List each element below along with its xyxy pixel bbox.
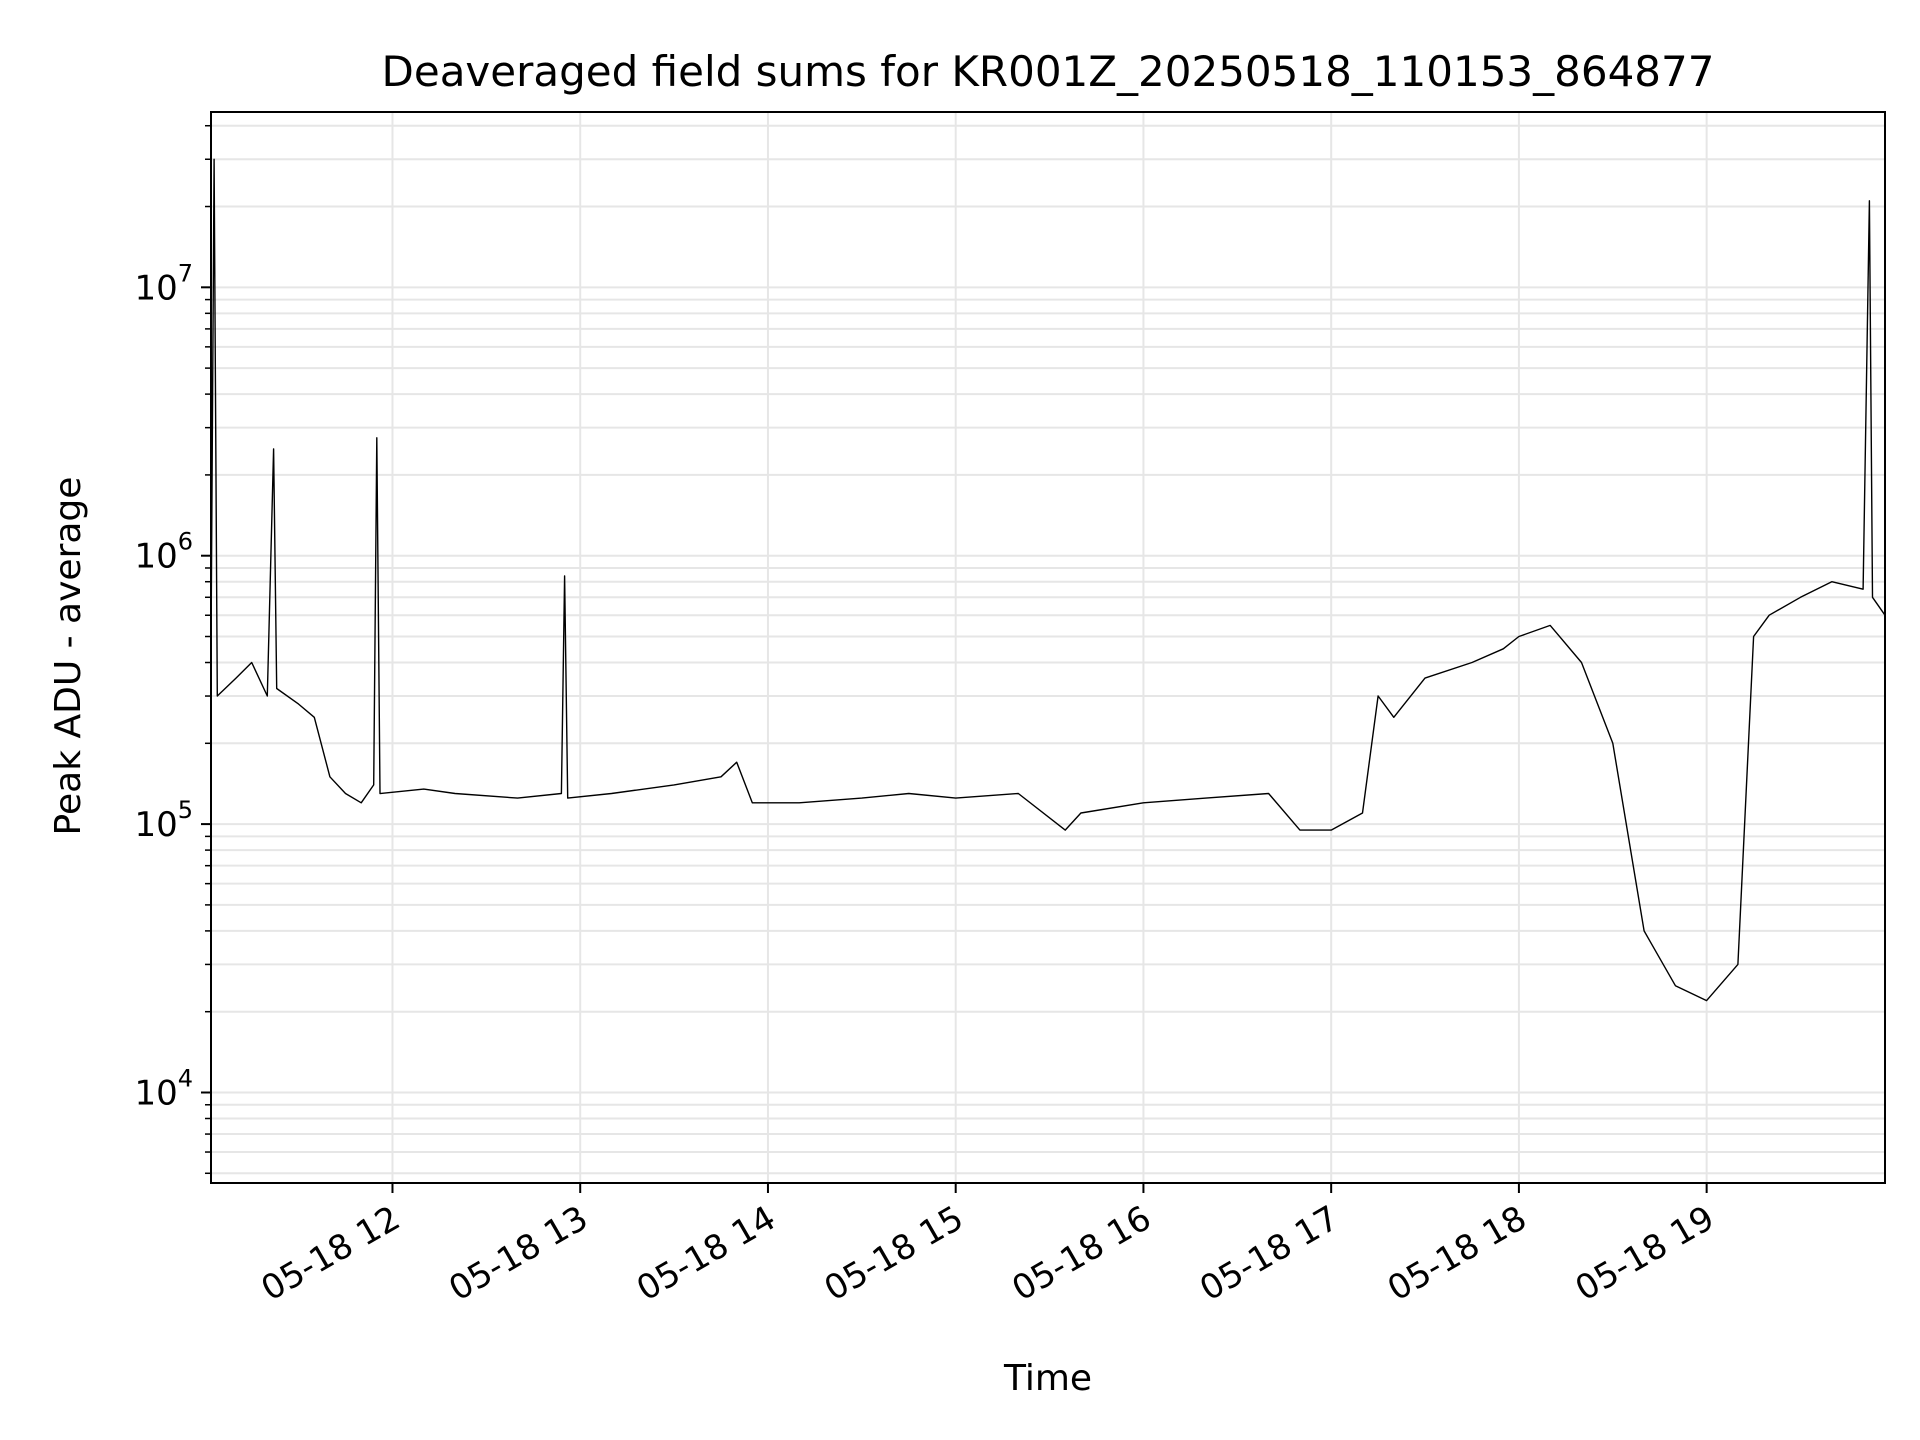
chart-title: Deaveraged field sums for KR001Z_2025051…	[382, 47, 1715, 96]
series-line	[210, 158, 1886, 1002]
plot-frame	[210, 111, 1886, 1184]
y-tick-label: 106	[134, 528, 193, 577]
y-tick-label: 105	[134, 796, 193, 845]
y-axis-label: Peak ADU - average	[48, 477, 89, 836]
y-tick-label: 104	[134, 1064, 193, 1113]
series-layer	[210, 158, 1886, 1002]
y-axis-ticks: 104 105 106 107	[134, 124, 211, 1175]
grid	[211, 112, 1885, 1183]
y-tick-label: 107	[134, 259, 193, 308]
x-axis-label: Time	[1003, 1358, 1092, 1399]
